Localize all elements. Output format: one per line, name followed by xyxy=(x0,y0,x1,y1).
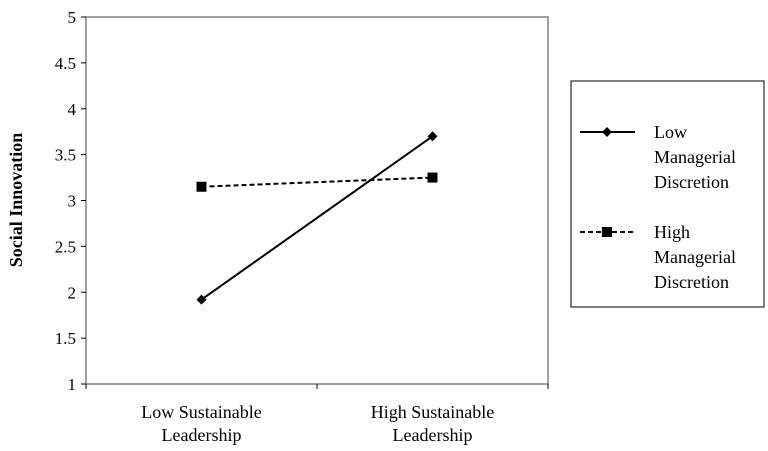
legend-label: High xyxy=(654,222,690,242)
y-tick-label: 1 xyxy=(68,375,77,394)
legend-label: Low xyxy=(654,122,687,142)
data-point-1 xyxy=(427,131,438,142)
y-tick-label: 1.5 xyxy=(55,329,76,348)
y-tick-label: 2.5 xyxy=(55,237,76,256)
legend-label: Managerial xyxy=(654,147,736,167)
legend-label: Managerial xyxy=(654,247,736,267)
y-axis-label: Social Innovation xyxy=(6,133,26,268)
x-category-label: Leadership xyxy=(162,425,242,445)
series-line-1 xyxy=(200,135,434,301)
y-axis: 1 1.5 2 2.5 3 3.5 4 4.5 5 xyxy=(55,8,86,394)
y-tick-label: 3 xyxy=(68,192,77,211)
y-tick-label: 4 xyxy=(68,100,77,119)
x-category-label: Leadership xyxy=(393,425,473,445)
x-category-label: High Sustainable xyxy=(371,402,495,422)
legend-label: Discretion xyxy=(654,172,729,192)
legend-box xyxy=(570,80,765,308)
x-axis: Low Sustainable Leadership High Sustainabl… xyxy=(85,384,549,445)
data-point-2 xyxy=(196,181,207,192)
y-tick-label: 5 xyxy=(68,8,77,27)
legend-marker xyxy=(602,127,612,137)
plot-area xyxy=(85,16,549,385)
series-line-2 xyxy=(201,176,433,188)
x-category-label: Low Sustainable xyxy=(141,402,261,422)
data-point-2 xyxy=(427,172,438,183)
legend-label: Discretion xyxy=(654,272,729,292)
y-tick-label: 2 xyxy=(68,283,77,302)
series-layer xyxy=(196,131,438,305)
legend-marker xyxy=(602,227,612,237)
y-tick-label: 3.5 xyxy=(55,146,76,165)
data-point-1 xyxy=(196,294,207,305)
y-tick-label: 4.5 xyxy=(55,54,76,73)
legend: Low Managerial Discretion High Managerial Dis… xyxy=(570,80,765,308)
